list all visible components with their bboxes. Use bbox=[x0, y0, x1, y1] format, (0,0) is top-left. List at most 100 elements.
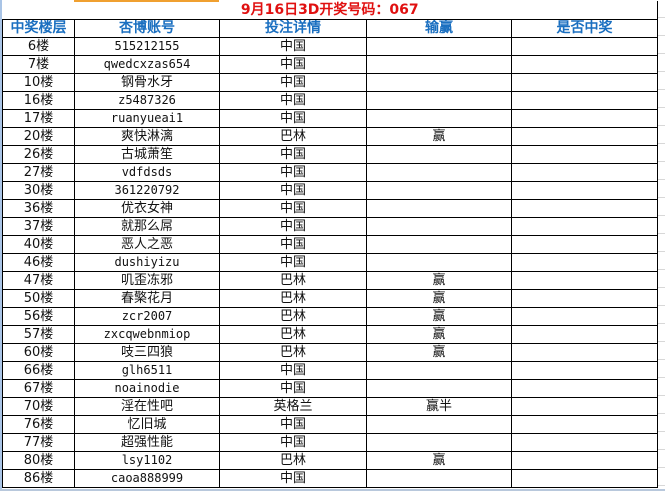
cell-result[interactable] bbox=[366, 433, 512, 452]
cell-account[interactable]: 古城萧笙 bbox=[74, 145, 220, 164]
cell-won[interactable] bbox=[511, 235, 658, 254]
cell-bet[interactable]: 中国 bbox=[219, 199, 367, 218]
cell-bet[interactable]: 中国 bbox=[219, 361, 367, 380]
cell-floor[interactable]: 80楼 bbox=[2, 451, 75, 470]
cell-won[interactable] bbox=[511, 325, 658, 344]
cell-account[interactable]: zxcqwebnmiop bbox=[74, 325, 220, 344]
header-account[interactable]: 杏博账号 bbox=[74, 19, 220, 38]
cell-floor[interactable]: 57楼 bbox=[2, 325, 75, 344]
cell-account[interactable]: dushiyizu bbox=[74, 253, 220, 272]
cell-result[interactable] bbox=[366, 253, 512, 272]
cell-won[interactable] bbox=[511, 181, 658, 200]
cell-floor[interactable]: 70楼 bbox=[2, 397, 75, 416]
cell-won[interactable] bbox=[511, 217, 658, 236]
cell-floor[interactable]: 6楼 bbox=[2, 37, 75, 56]
cell-account[interactable]: 叽歪冻邪 bbox=[74, 271, 220, 290]
cell-won[interactable] bbox=[511, 127, 658, 146]
cell-floor[interactable]: 26楼 bbox=[2, 145, 75, 164]
cell-account[interactable]: vdfdsds bbox=[74, 163, 220, 182]
cell-result[interactable] bbox=[366, 163, 512, 182]
cell-account[interactable]: 吱三四狼 bbox=[74, 343, 220, 362]
cell-won[interactable] bbox=[511, 37, 658, 56]
cell-result[interactable]: 赢 bbox=[366, 451, 512, 470]
cell-account[interactable]: 515212155 bbox=[74, 37, 220, 56]
cell-result[interactable] bbox=[366, 37, 512, 56]
cell-bet[interactable]: 中国 bbox=[219, 109, 367, 128]
cell-bet[interactable]: 中国 bbox=[219, 37, 367, 56]
cell-account[interactable]: noainodie bbox=[74, 379, 220, 398]
cell-result[interactable] bbox=[366, 235, 512, 254]
header-result[interactable]: 输赢 bbox=[366, 19, 512, 38]
cell-account[interactable]: 361220792 bbox=[74, 181, 220, 200]
cell-floor[interactable]: 47楼 bbox=[2, 271, 75, 290]
cell-floor[interactable]: 66楼 bbox=[2, 361, 75, 380]
cell-account[interactable]: 忆旧城 bbox=[74, 415, 220, 434]
cell-result[interactable]: 赢 bbox=[366, 307, 512, 326]
cell-floor[interactable]: 17楼 bbox=[2, 109, 75, 128]
cell-bet[interactable]: 巴林 bbox=[219, 307, 367, 326]
cell-result[interactable] bbox=[366, 469, 512, 488]
cell-account[interactable]: 就那么屌 bbox=[74, 217, 220, 236]
cell-account[interactable]: qwedcxzas654 bbox=[74, 55, 220, 74]
cell-won[interactable] bbox=[511, 361, 658, 380]
cell-won[interactable] bbox=[511, 469, 658, 488]
header-floor[interactable]: 中奖楼层 bbox=[2, 19, 75, 38]
cell-floor[interactable]: 40楼 bbox=[2, 235, 75, 254]
cell-won[interactable] bbox=[511, 379, 658, 398]
cell-result[interactable] bbox=[366, 181, 512, 200]
cell-result[interactable]: 赢半 bbox=[366, 397, 512, 416]
cell-won[interactable] bbox=[511, 397, 658, 416]
cell-floor[interactable]: 77楼 bbox=[2, 433, 75, 452]
cell-account[interactable]: caoa888999 bbox=[74, 469, 220, 488]
cell-result[interactable] bbox=[366, 217, 512, 236]
cell-floor[interactable]: 56楼 bbox=[2, 307, 75, 326]
cell-floor[interactable]: 27楼 bbox=[2, 163, 75, 182]
cell-bet[interactable]: 中国 bbox=[219, 163, 367, 182]
cell-floor[interactable]: 30楼 bbox=[2, 181, 75, 200]
cell-account[interactable]: 优衣女神 bbox=[74, 199, 220, 218]
cell-bet[interactable]: 巴林 bbox=[219, 271, 367, 290]
cell-result[interactable] bbox=[366, 199, 512, 218]
cell-result[interactable]: 赢 bbox=[366, 127, 512, 146]
cell-bet[interactable]: 巴林 bbox=[219, 325, 367, 344]
cell-won[interactable] bbox=[511, 415, 658, 434]
cell-floor[interactable]: 36楼 bbox=[2, 199, 75, 218]
cell-result[interactable] bbox=[366, 109, 512, 128]
cell-bet[interactable]: 中国 bbox=[219, 181, 367, 200]
cell-result[interactable]: 赢 bbox=[366, 271, 512, 290]
cell-floor[interactable]: 67楼 bbox=[2, 379, 75, 398]
cell-account[interactable]: 恶人之恶 bbox=[74, 235, 220, 254]
sheet-title[interactable]: 9月16日3D开奖号码：067 bbox=[2, 1, 658, 20]
cell-floor[interactable]: 50楼 bbox=[2, 289, 75, 308]
cell-result[interactable] bbox=[366, 379, 512, 398]
cell-result[interactable] bbox=[366, 91, 512, 110]
cell-bet[interactable]: 中国 bbox=[219, 415, 367, 434]
cell-won[interactable] bbox=[511, 343, 658, 362]
cell-account[interactable]: z5487326 bbox=[74, 91, 220, 110]
header-won[interactable]: 是否中奖 bbox=[511, 19, 658, 38]
cell-won[interactable] bbox=[511, 289, 658, 308]
cell-result[interactable]: 赢 bbox=[366, 325, 512, 344]
cell-bet[interactable]: 巴林 bbox=[219, 289, 367, 308]
cell-floor[interactable]: 46楼 bbox=[2, 253, 75, 272]
cell-won[interactable] bbox=[511, 55, 658, 74]
cell-won[interactable] bbox=[511, 307, 658, 326]
cell-bet[interactable]: 中国 bbox=[219, 73, 367, 92]
cell-account[interactable]: 春檠花月 bbox=[74, 289, 220, 308]
cell-result[interactable]: 赢 bbox=[366, 289, 512, 308]
cell-won[interactable] bbox=[511, 73, 658, 92]
cell-bet[interactable]: 中国 bbox=[219, 55, 367, 74]
cell-bet[interactable]: 英格兰 bbox=[219, 397, 367, 416]
cell-won[interactable] bbox=[511, 199, 658, 218]
cell-bet[interactable]: 中国 bbox=[219, 433, 367, 452]
cell-account[interactable]: glh6511 bbox=[74, 361, 220, 380]
cell-bet[interactable]: 中国 bbox=[219, 379, 367, 398]
cell-result[interactable] bbox=[366, 145, 512, 164]
cell-won[interactable] bbox=[511, 91, 658, 110]
cell-result[interactable]: 赢 bbox=[366, 343, 512, 362]
header-bet[interactable]: 投注详情 bbox=[219, 19, 367, 38]
cell-bet[interactable]: 中国 bbox=[219, 217, 367, 236]
cell-floor[interactable]: 60楼 bbox=[2, 343, 75, 362]
cell-won[interactable] bbox=[511, 109, 658, 128]
cell-won[interactable] bbox=[511, 451, 658, 470]
